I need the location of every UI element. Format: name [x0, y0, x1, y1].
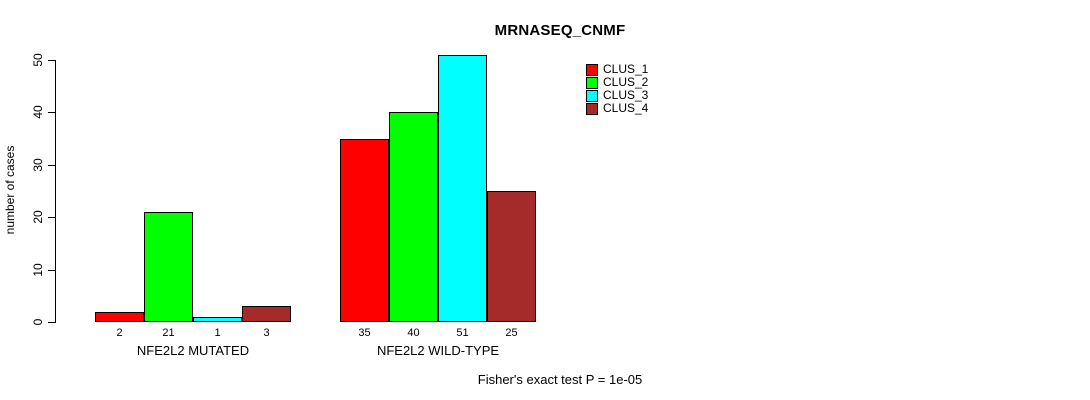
chart-title: MRNASEQ_CNMF — [494, 22, 626, 39]
bar-clus_4-group2 — [487, 191, 536, 322]
bar-clus_3-group2 — [438, 55, 487, 322]
legend-item: CLUS_3 — [586, 89, 648, 102]
legend-item: CLUS_1 — [586, 63, 648, 76]
y-tick — [48, 269, 55, 271]
bar-clus_2-group1 — [144, 212, 193, 322]
legend-swatch-clus_4 — [586, 102, 598, 115]
legend-swatch-clus_3 — [586, 89, 598, 102]
bar-value-label: 51 — [456, 327, 469, 339]
y-tick-label: 40 — [31, 105, 45, 120]
bar-clus_1-group1 — [95, 312, 144, 322]
y-tick — [48, 60, 55, 61]
y-tick — [48, 217, 55, 219]
y-axis-line — [55, 60, 56, 323]
bar-value-label: 1 — [214, 327, 221, 339]
bar-clus_4-group1 — [242, 306, 291, 322]
bar-value-label: 40 — [407, 327, 420, 339]
group-label: NFE2L2 MUTATED — [136, 343, 250, 358]
group-label: NFE2L2 WILD-TYPE — [376, 343, 500, 358]
y-tick-label: 10 — [31, 262, 45, 277]
legend-label: CLUS_4 — [603, 101, 649, 115]
bar-value-label: 3 — [263, 327, 270, 339]
legend-label: CLUS_2 — [603, 75, 649, 89]
legend-swatch-clus_2 — [586, 76, 598, 89]
y-tick — [48, 322, 55, 323]
y-tick — [48, 164, 55, 166]
bar-value-label: 35 — [358, 327, 371, 339]
legend-item: CLUS_4 — [586, 102, 648, 115]
bar-value-label: 25 — [505, 327, 518, 339]
y-tick-label: 20 — [31, 210, 45, 224]
bar-clus_1-group2 — [340, 139, 389, 322]
bar-value-label: 21 — [162, 327, 175, 339]
legend: CLUS_1 CLUS_2 CLUS_3 CLUS_4 — [586, 63, 648, 115]
y-tick-label: 30 — [31, 158, 45, 172]
bar-clus_2-group2 — [389, 112, 438, 322]
footer-annotation: Fisher's exact test P = 1e-05 — [477, 372, 643, 387]
legend-label: CLUS_1 — [603, 62, 649, 76]
bar-clus_3-group1 — [193, 317, 242, 322]
y-tick — [48, 112, 55, 114]
legend-swatch-clus_1 — [586, 63, 598, 76]
y-tick-label: 0 — [31, 318, 45, 326]
y-tick-label: 50 — [31, 53, 45, 67]
bar-value-label: 2 — [116, 327, 123, 339]
y-axis-label: number of cases — [3, 145, 17, 235]
legend-label: CLUS_3 — [603, 88, 649, 102]
legend-item: CLUS_2 — [586, 76, 648, 89]
